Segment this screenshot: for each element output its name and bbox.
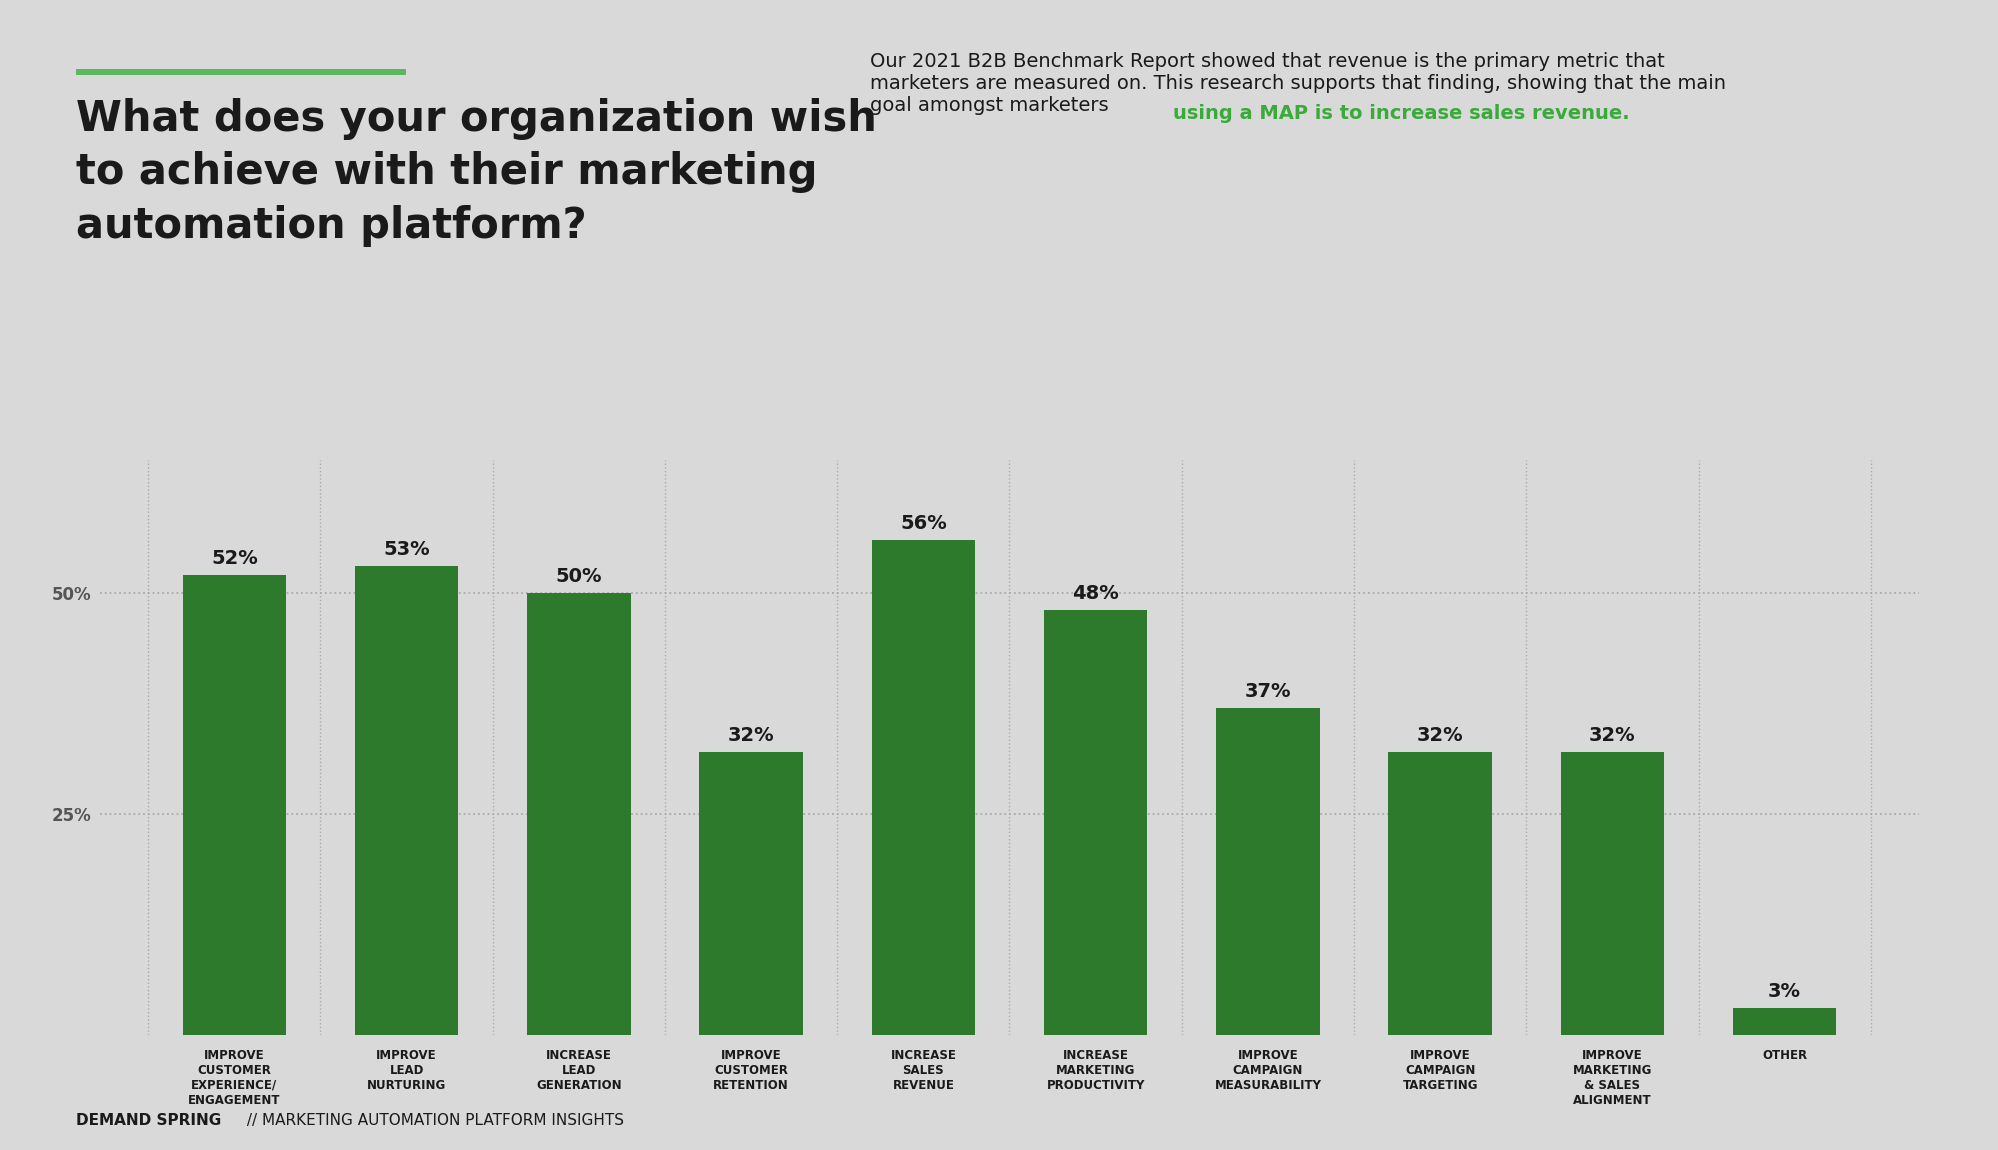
Text: 32%: 32% <box>727 726 773 745</box>
Text: 52%: 52% <box>212 549 258 568</box>
Bar <box>699 752 803 1035</box>
Text: using a MAP is to increase sales revenue.: using a MAP is to increase sales revenue… <box>1173 105 1628 123</box>
Bar <box>1043 611 1147 1035</box>
Text: 56%: 56% <box>899 514 947 532</box>
Text: 3%: 3% <box>1768 982 1800 1002</box>
Text: 53%: 53% <box>384 540 430 559</box>
Bar <box>1215 707 1319 1035</box>
Bar <box>182 575 286 1035</box>
Bar <box>356 566 458 1035</box>
Text: 32%: 32% <box>1588 726 1634 745</box>
Text: // MARKETING AUTOMATION PLATFORM INSIGHTS: // MARKETING AUTOMATION PLATFORM INSIGHT… <box>242 1113 623 1128</box>
Text: 37%: 37% <box>1245 682 1291 700</box>
Text: 48%: 48% <box>1071 584 1119 604</box>
Text: 50%: 50% <box>555 567 601 585</box>
Text: Our 2021 B2B Benchmark Report showed that revenue is the primary metric that
mar: Our 2021 B2B Benchmark Report showed tha… <box>869 52 1724 115</box>
Bar <box>1732 1009 1836 1035</box>
Bar <box>1389 752 1491 1035</box>
Text: DEMAND SPRING: DEMAND SPRING <box>76 1113 222 1128</box>
Text: What does your organization wish
to achieve with their marketing
automation plat: What does your organization wish to achi… <box>76 98 877 247</box>
Text: 32%: 32% <box>1417 726 1463 745</box>
Bar <box>1560 752 1662 1035</box>
Bar <box>527 592 629 1035</box>
Bar <box>871 539 975 1035</box>
